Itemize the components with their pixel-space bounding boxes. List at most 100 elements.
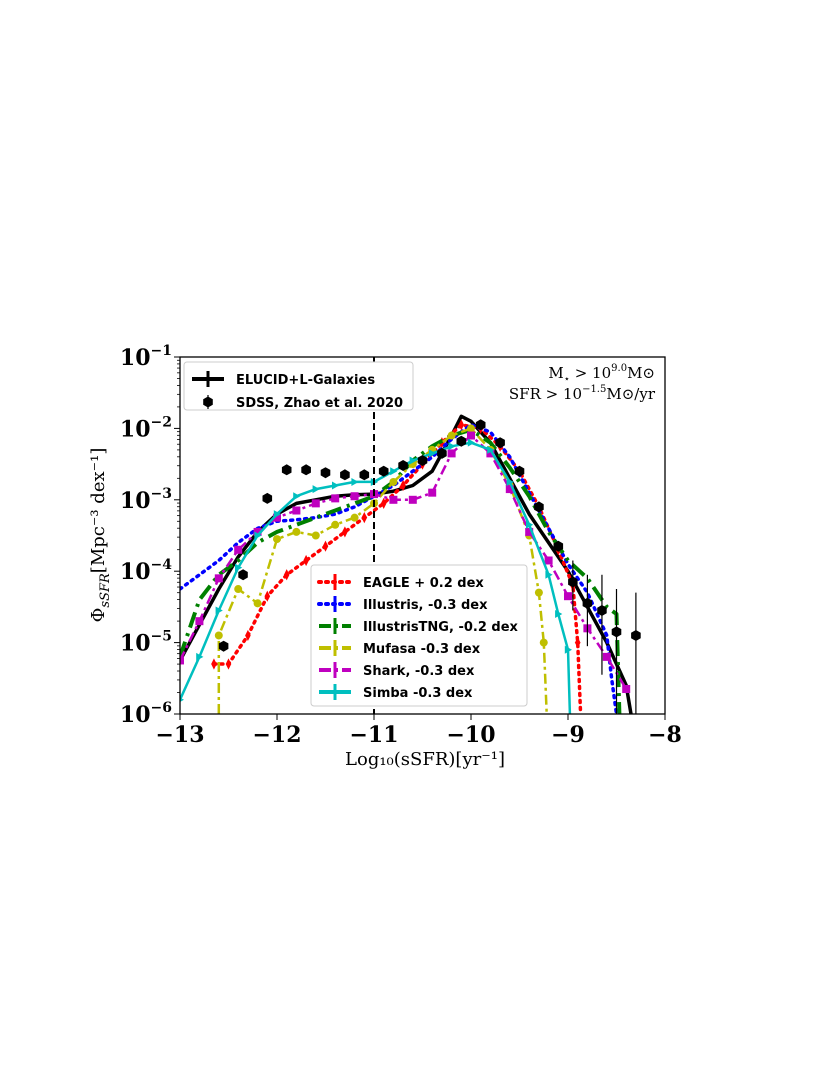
series-6-point-9 <box>351 477 359 486</box>
series-5-point-11 <box>389 495 398 504</box>
series-6-point-20 <box>555 610 563 619</box>
series-1-point-13 <box>458 419 465 431</box>
sdss-point-17 <box>553 540 564 552</box>
y-tick-label-1: 10−5 <box>120 629 172 657</box>
legend-top: ELUCID+L-Galaxies SDSS, Zhao et al. 2020 <box>183 361 414 411</box>
y-axis-label-unit: [Mpc⁻³ dex⁻¹] <box>88 448 109 574</box>
x-tick-label-4: −9 <box>551 722 585 748</box>
annotations: M⋆ > 109.0M⊙SFR > 10−1.5M⊙/yr <box>509 363 656 403</box>
legend-bottom-entry-2-label: IllustrisTNG, -0.2 dex <box>363 620 519 635</box>
series-6-point-4 <box>254 531 262 540</box>
sdss-point-12 <box>456 435 467 447</box>
x-tick-label-1: −12 <box>252 722 301 748</box>
legend-top-entry-0-label: ELUCID+L-Galaxies <box>236 373 375 388</box>
series-6-point-16 <box>487 445 495 454</box>
series-5-point-23 <box>622 685 631 694</box>
legend-top-box <box>183 361 414 411</box>
legend-bottom-entry-1-label: Illustris, -0.3 dex <box>363 598 488 613</box>
sdss-point-10 <box>417 455 428 466</box>
x-axis-label: Log₁₀(sSFR)[yr⁻¹] <box>345 749 505 770</box>
series-5-point-1 <box>195 617 204 626</box>
sdss-point-9 <box>398 460 408 471</box>
series-5-point-9 <box>350 492 359 501</box>
series-4-point-5 <box>292 527 301 536</box>
legend-bottom-entry-2: IllustrisTNG, -0.2 dex <box>319 618 519 635</box>
series-5-point-19 <box>544 556 553 565</box>
legend-top-entry-1: SDSS, Zhao et al. 2020 <box>203 395 403 411</box>
x-tick-label-2: −11 <box>349 722 398 748</box>
sdss-point-15 <box>514 465 525 477</box>
series-6-point-5 <box>273 510 281 519</box>
series-6-point-19 <box>545 570 553 579</box>
series-6-group <box>180 438 572 714</box>
series-1-point-9 <box>380 497 387 509</box>
sdss-point-1 <box>238 569 248 581</box>
legend-bottom-entry-3-label: Mufasa -0.3 dex <box>363 642 481 657</box>
series-6-point-14 <box>448 442 456 451</box>
series-5-point-5 <box>273 513 281 522</box>
series-1-point-3 <box>264 590 271 602</box>
legend-bottom-entry-0-label: EAGLE + 0.2 dex <box>363 576 484 591</box>
annotation-1: SFR > 10−1.5M⊙/yr <box>509 384 656 403</box>
series-6-point-17 <box>506 477 514 486</box>
legend-top-entry-1-label: SDSS, Zhao et al. 2020 <box>236 396 403 411</box>
series-6-point-12 <box>409 456 417 465</box>
annotation-0: M⋆ > 109.0M⊙ <box>548 363 655 385</box>
series-4-point-7 <box>331 520 340 529</box>
legend-bottom-entry-3: Mufasa -0.3 dex <box>319 640 481 657</box>
y-tick-label-4: 10−2 <box>120 414 172 442</box>
series-4-point-14 <box>467 424 475 433</box>
series-4-point-3 <box>253 599 262 608</box>
legend-bottom-entry-5-label: Simba -0.3 dex <box>363 686 473 701</box>
series-4-point-1 <box>214 631 223 640</box>
sdss-point-0 <box>218 640 229 652</box>
series-5-point-3 <box>234 545 243 554</box>
series-4-point-13 <box>447 431 456 440</box>
legend-bottom-entry-4-label: Shark, -0.3 dex <box>363 664 475 679</box>
sdss-point-4 <box>301 464 311 476</box>
y-tick-label-2: 10−4 <box>120 557 172 585</box>
series-5-point-2 <box>214 574 223 583</box>
series-6-point-18 <box>526 520 534 529</box>
series-1-line <box>212 423 583 714</box>
legend-bottom-entry-5: Simba -0.3 dex <box>319 684 473 701</box>
series-5-point-8 <box>331 494 340 503</box>
legend-top-entry-0: ELUCID+L-Galaxies <box>192 371 375 388</box>
x-tick-label-3: −10 <box>446 722 495 748</box>
series-5-point-4 <box>253 527 262 536</box>
series-6-point-0 <box>180 697 184 702</box>
series-1-point-10 <box>400 479 406 492</box>
series-6-point-11 <box>390 467 398 476</box>
legend-bottom-box <box>310 564 528 707</box>
sdss-point-22 <box>631 630 641 641</box>
y-axis-label-sub: sSFR <box>98 573 113 608</box>
series-1-point-6 <box>322 540 329 552</box>
series-6-point-13 <box>429 449 437 458</box>
sdss-point-7 <box>359 469 370 481</box>
legend-top-entry-1-swatch <box>203 396 213 408</box>
series-4-point-18 <box>534 588 543 597</box>
series-1-point-20 <box>574 637 581 649</box>
sdss-point-3 <box>281 464 292 476</box>
plot-area <box>180 414 641 714</box>
sdss-point-16 <box>534 501 544 513</box>
sdss-point-11 <box>437 447 447 459</box>
series-1-point-8 <box>361 512 368 524</box>
series-1-point-2 <box>245 629 251 642</box>
legend-bottom-entry-4: Shark, -0.3 dex <box>319 662 475 679</box>
series-5-point-14 <box>447 449 456 458</box>
plot-border <box>179 356 666 715</box>
y-tick-label-3: 10−3 <box>120 486 172 514</box>
y-axis-label-main: Φ <box>88 608 109 623</box>
sdss-point-5 <box>320 467 331 479</box>
sdss-point-2 <box>262 492 273 504</box>
series-6-point-21 <box>564 645 572 654</box>
series-4-point-6 <box>311 531 320 540</box>
series-6-point-6 <box>293 492 301 501</box>
legend-bottom-entry-1: Illustris, -0.3 dex <box>317 596 488 613</box>
series-5-point-18 <box>525 527 534 536</box>
series-6-point-8 <box>332 481 340 490</box>
legend-bottom-entry-0: EAGLE + 0.2 dex <box>317 574 484 591</box>
sdss-points-group <box>218 419 641 714</box>
